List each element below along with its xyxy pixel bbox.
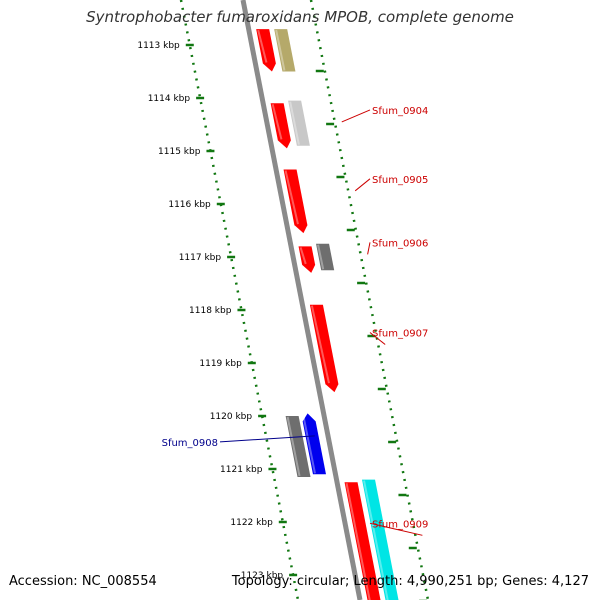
ruler-dotted-line [309,0,430,601]
gene-feature [344,482,381,602]
ruler-tick-label: 1114 kbp [148,94,191,104]
gene-feature-highlight [284,170,299,225]
backbone-line [240,0,363,601]
gene-label[interactable]: Sfum_0907 [372,329,428,340]
gene-label[interactable]: Sfum_0904 [372,106,428,117]
gene-label-leader [219,435,315,443]
gene-feature-highlight [275,29,286,71]
gene-feature [362,479,399,602]
gene-feature-highlight [317,244,325,270]
genome-backbone [240,0,363,601]
gene-feature-highlight [257,29,268,63]
ruler-tick-label: 1119 kbp [199,359,242,369]
gene-label[interactable]: Sfum_0905 [372,175,428,186]
gene-label-leader [354,178,371,192]
gene-feature [288,100,310,146]
gene-feature-highlight [310,305,330,384]
ruler-tick-label: 1117 kbp [179,253,222,263]
gene-feature-highlight [302,414,316,474]
gene-feature-highlight [299,247,307,265]
kbp-ruler: 1113 kbp 1114 kbp 1115 kbp 1116 kbp 1117 kbp… [137,0,430,603]
ruler-tick-label: 1113 kbp [137,41,180,51]
gene-feature [316,243,335,271]
ruler-dotted-line [179,0,300,601]
gene-label-leader [369,522,423,536]
gene-label-leader [369,332,386,345]
ruler-tick-label: 1116 kbp [168,200,211,210]
gene-feature [283,169,308,234]
gene-label-leader [367,242,371,255]
ruler-tick-label: 1118 kbp [189,306,232,316]
gene-feature-highlight [271,104,283,140]
gene-feature-highlight [289,101,300,145]
gene-feature-highlight [286,416,301,477]
gene-labels: Sfum_0904 Sfum_0905 Sfum_0906 Sfum_0907 Sfum… [162,106,428,536]
gene-feature-highlight [363,480,389,601]
gene-feature [270,103,291,149]
gene-features [256,29,399,602]
gene-feature [302,413,326,475]
gene-feature-highlight [345,483,371,601]
gene-feature [309,304,339,393]
accession-text: Accession: NC_008554 [9,574,157,589]
gene-feature [274,29,296,72]
gene-label[interactable]: Sfum_0909 [372,519,428,530]
gene-feature [285,416,311,477]
ruler-tick-label: 1122 kbp [230,518,273,528]
gene-feature [256,29,276,72]
gene-label[interactable]: Sfum_0906 [372,238,428,249]
ruler-tick-label: 1123 kbp [241,571,284,581]
genome-summary-text: Topology: circular; Length: 4,990,251 bp… [231,574,589,589]
ruler-tick-label: 1120 kbp [210,412,253,422]
map-title: Syntrophobacter fumaroxidans MPOB, compl… [86,8,514,26]
ruler-tick-label: 1115 kbp [158,147,201,157]
ruler-tick-label: 1121 kbp [220,465,263,475]
gene-label-leader [341,109,371,123]
gene-label[interactable]: Sfum_0908 [162,438,218,449]
gene-feature [298,246,316,273]
